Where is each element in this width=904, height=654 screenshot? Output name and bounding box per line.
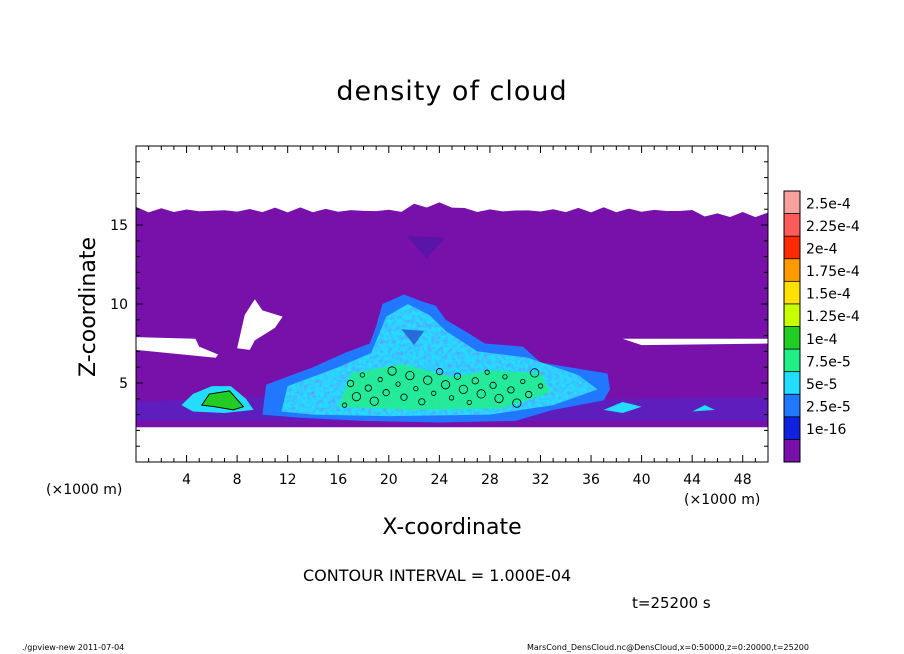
x-tick-label: 8 [233,472,242,488]
colorbar: 2.5e-4 2.25e-4 2e-4 1.75e-4 1.5e-4 1.25e-4 1e-… [783,190,860,463]
x-tick-label: 16 [329,472,347,488]
cloud-patch-high [406,236,446,259]
cloud-gap-right [622,338,768,346]
cloud-gap-upper [237,299,283,350]
y-axis-title: Z-coordinate [76,237,101,377]
x-tick-label: 12 [279,472,297,488]
x-axis-title: X-coordinate [382,515,522,540]
x-tick-label: 32 [532,472,550,488]
contour-line [346,379,355,388]
contour-line [351,391,362,402]
colorbar-swatch [784,349,800,372]
contour-line [476,389,486,399]
contour-line [359,372,365,378]
colorbar-label: 2.5e-5 [806,400,851,416]
colorbar-swatch [784,191,800,214]
colorbar-swatch [784,213,800,237]
y-tick-label: 15 [110,218,128,234]
colorbar-label: 1.5e-4 [806,287,851,303]
contour-line [466,399,472,406]
colorbar-swatch [784,439,800,462]
colorbar-label: 7.5e-5 [806,354,851,370]
contour-line [525,390,533,399]
contour-line [520,378,526,385]
contour-line [364,384,372,392]
contour-line [448,395,455,401]
colorbar-label: 2e-4 [806,241,838,257]
x-tick-label: 48 [734,472,752,488]
colorbar-swatch [784,326,800,350]
x-tick-label: 40 [633,472,651,488]
contour-line [507,386,515,394]
colorbar-label: 1.25e-4 [806,309,860,325]
footer-source: MarsCond_DensCloud.nc@DensCloud,x=0:5000… [527,643,809,652]
contour-line [512,398,522,408]
x-tick-label: 24 [430,472,448,488]
contour-line [453,372,462,380]
contour-line [382,389,390,397]
contour-line [400,393,408,401]
contour-line [440,380,451,390]
contour-line [387,366,397,376]
contour-line [436,368,444,376]
colorbar-swatch [784,394,800,417]
colorbar-label: 2.25e-4 [806,219,860,235]
colorbar-swatch [784,371,800,395]
contour-line [423,375,433,385]
colorbar-label: 1e-4 [806,332,838,348]
x-tick-label: 44 [683,472,701,488]
x-tick-label: 36 [582,472,600,488]
contour-line [471,377,479,385]
time-label: t=25200 s [632,594,711,612]
colorbar-swatch [784,236,800,259]
colorbar-swatch [784,258,800,282]
cloud-gap-left [136,337,219,358]
colorbar-swatch [784,416,800,440]
contour-line [395,381,401,387]
x-tick-label: 4 [182,472,191,488]
chart-title: density of cloud [336,76,568,107]
y-tick-label: 10 [110,297,128,313]
plot-area [136,146,768,462]
cloud-region-background [136,202,768,428]
colorbar-swatch [784,303,800,327]
contour-line [341,402,348,408]
cloud-right-patch [692,405,715,412]
x-tick-label: 20 [380,472,398,488]
contour-line [489,381,497,389]
x-tick-label: 28 [481,472,499,488]
colorbar-swatch [784,281,800,304]
colorbar-label: 5e-5 [806,377,837,393]
contour-line [484,369,490,375]
x-unit-right: (×1000 m) [684,492,761,508]
colorbar-label: 1.75e-4 [806,264,860,280]
contour-line [502,374,508,380]
contour-line [538,383,544,389]
contour-line [413,386,419,392]
contour-line [405,370,415,381]
cloud-left-core [200,390,245,411]
contour-line [369,396,379,406]
contour-line [458,384,468,394]
contour-line [418,398,426,406]
colorbar-label: 1e-16 [806,422,846,438]
contour-line [494,393,504,404]
contour-interval-note: CONTOUR INTERVAL = 1.000E-04 [303,566,572,585]
colorbar-label: 2.5e-4 [806,196,851,212]
contour-line [377,376,383,383]
x-unit-left: (×1000 m) [46,482,123,498]
contour-line [530,368,540,378]
cloud-right-patch [603,401,642,414]
y-axis: 5 10 15 [110,161,768,447]
y-tick-label: 5 [119,376,128,392]
x-axis: 4 8 12 16 20 24 28 32 36 40 44 48 [148,146,756,488]
contour-line [431,390,437,396]
footer-script-date: ./gpview-new 2011-07-04 [22,643,125,652]
cloud-main-pocket [401,329,425,346]
